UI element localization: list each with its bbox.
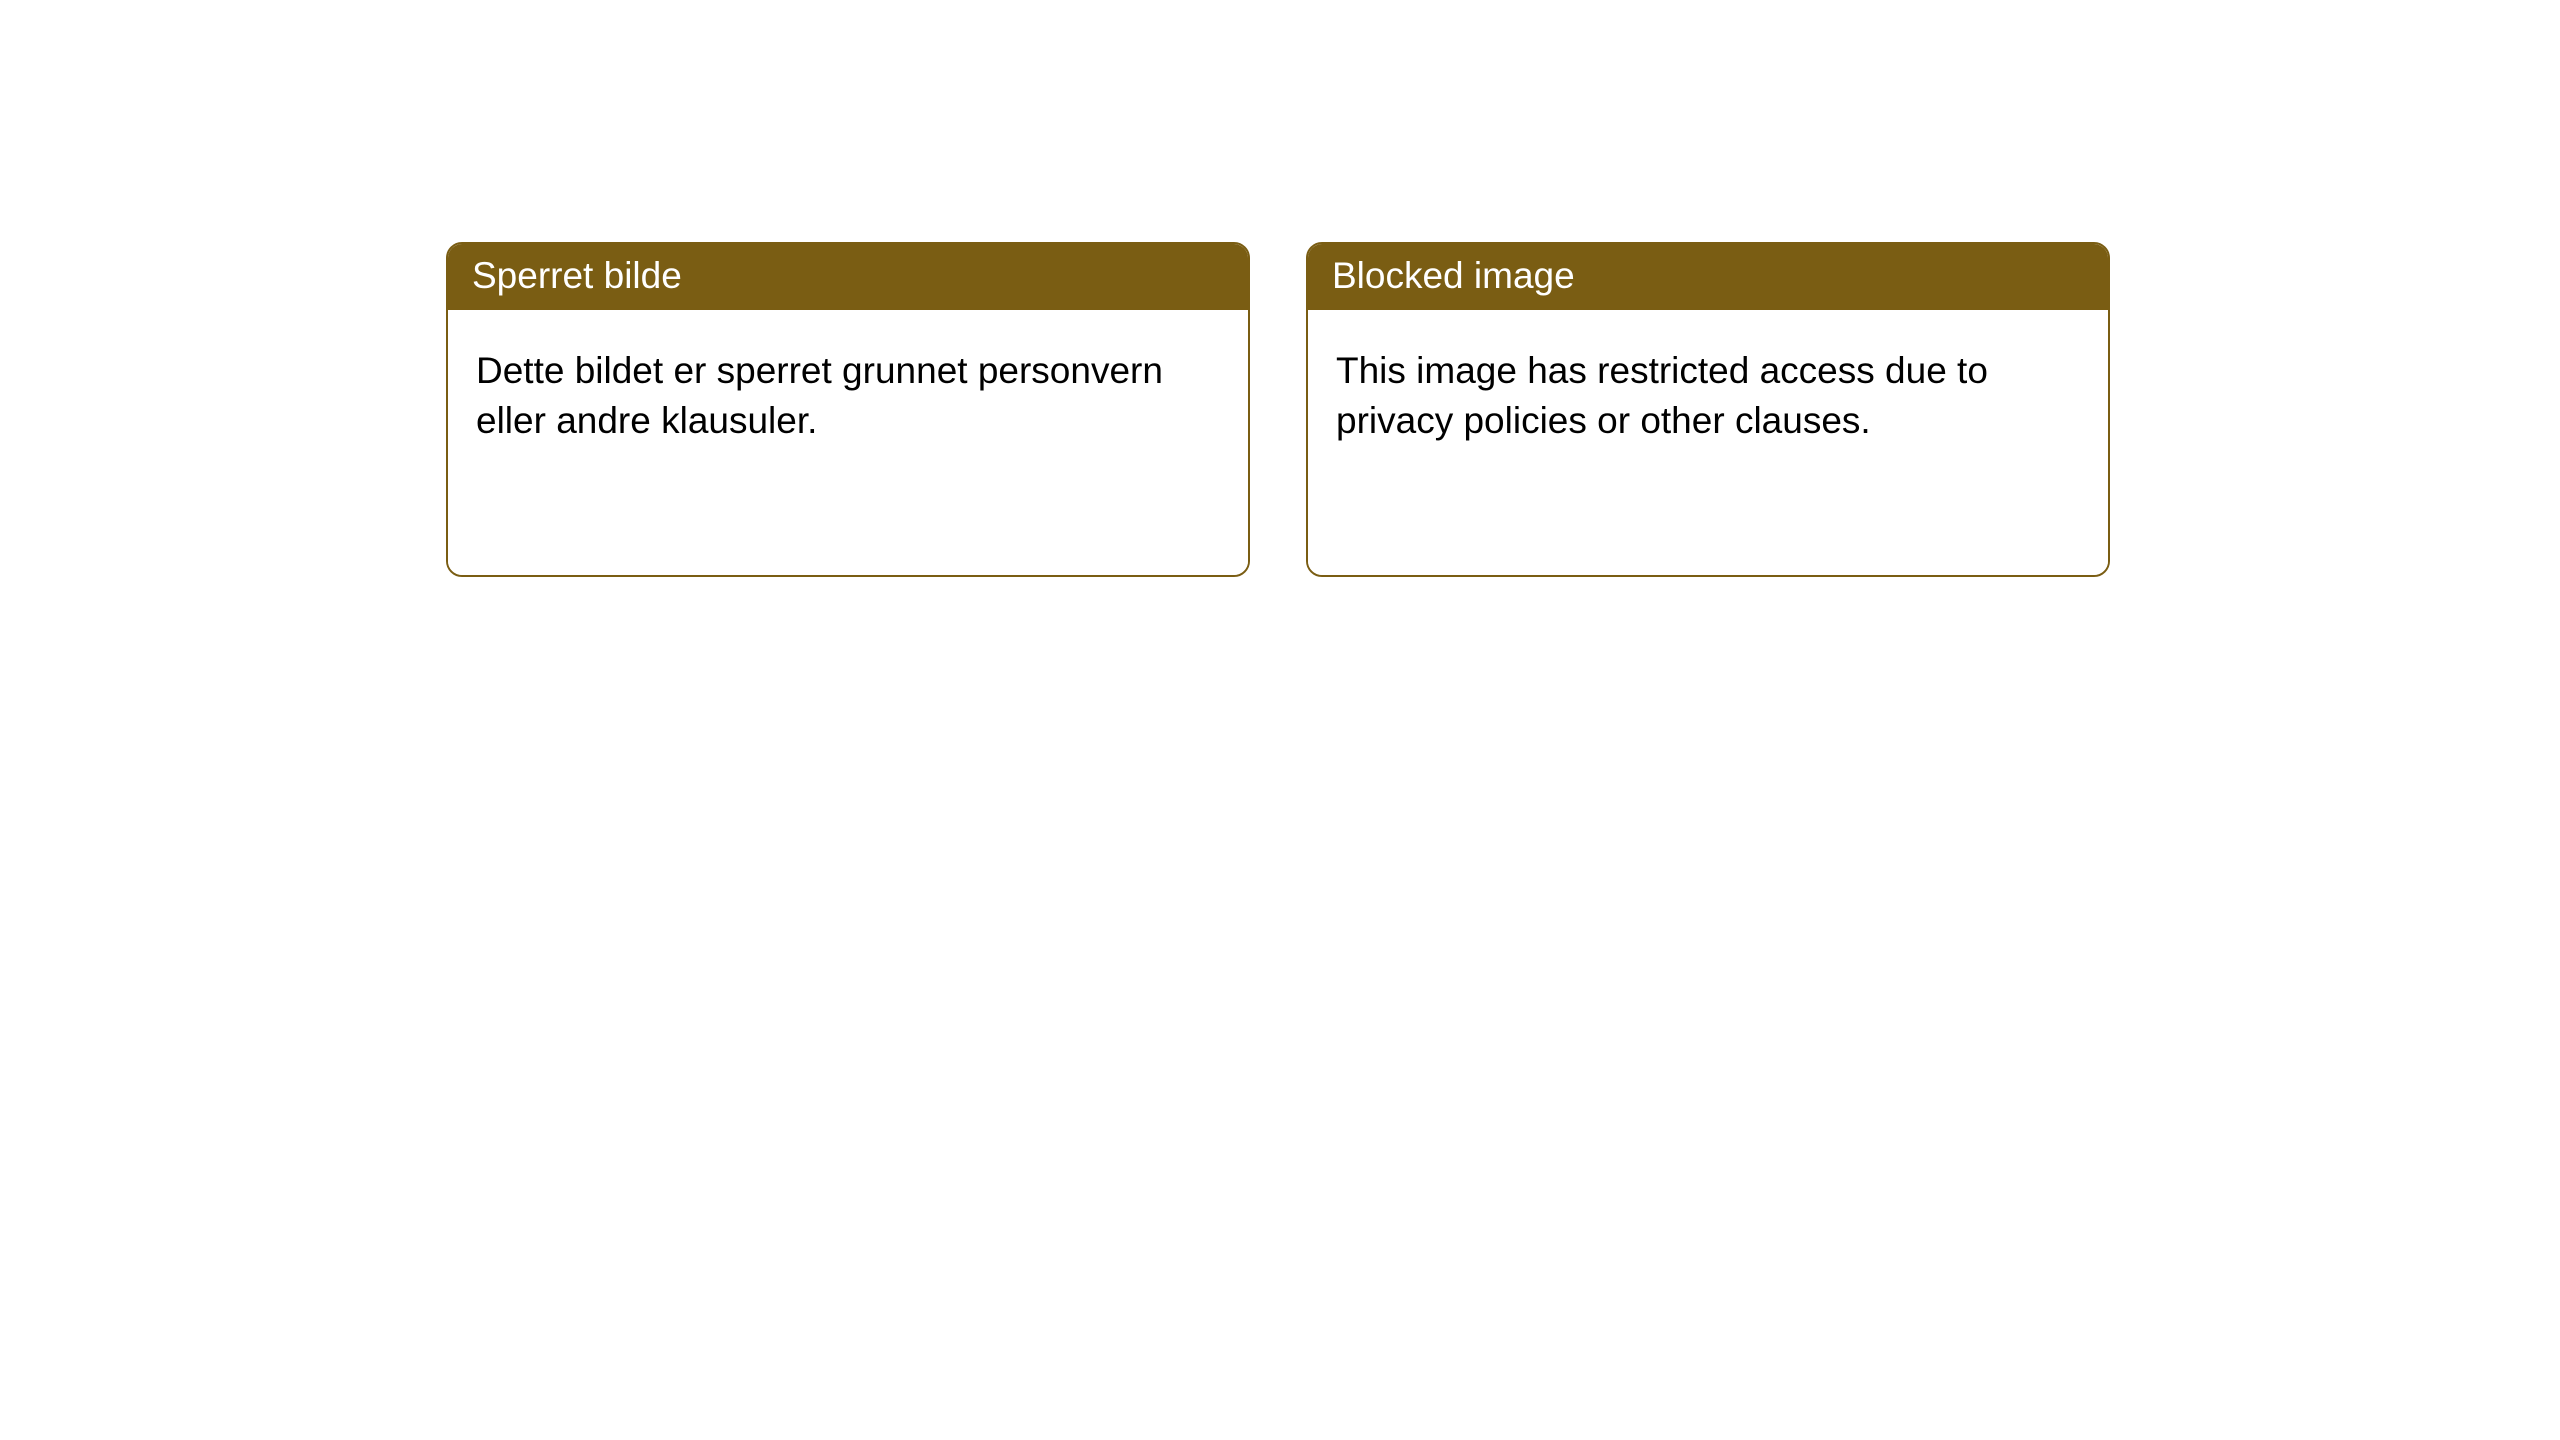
card-message-en: This image has restricted access due to …	[1336, 350, 1988, 441]
card-header-no: Sperret bilde	[448, 244, 1248, 310]
card-message-no: Dette bildet er sperret grunnet personve…	[476, 350, 1163, 441]
card-body-no: Dette bildet er sperret grunnet personve…	[448, 310, 1248, 575]
card-body-en: This image has restricted access due to …	[1308, 310, 2108, 575]
card-title-en: Blocked image	[1332, 255, 1575, 296]
notice-container: Sperret bilde Dette bildet er sperret gr…	[0, 0, 2560, 577]
notice-card-no: Sperret bilde Dette bildet er sperret gr…	[446, 242, 1250, 577]
notice-card-en: Blocked image This image has restricted …	[1306, 242, 2110, 577]
card-title-no: Sperret bilde	[472, 255, 682, 296]
card-header-en: Blocked image	[1308, 244, 2108, 310]
